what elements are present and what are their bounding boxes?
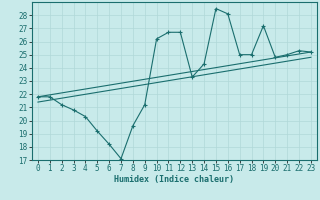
X-axis label: Humidex (Indice chaleur): Humidex (Indice chaleur) xyxy=(115,175,234,184)
